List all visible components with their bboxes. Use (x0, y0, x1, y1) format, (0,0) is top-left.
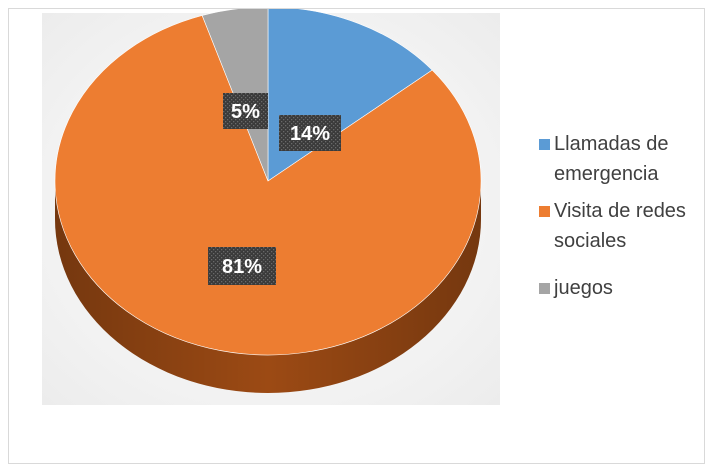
data-label-juegos: 5% (223, 93, 268, 129)
legend-swatch-juegos (539, 283, 550, 294)
pie-slice-redes (54, 15, 482, 356)
legend-item-juegos: juegos (539, 273, 704, 303)
data-label-llamadas: 14% (279, 115, 341, 151)
data-label-box-redes (208, 247, 276, 285)
data-label-text-llamadas: 14% (290, 123, 330, 145)
data-label-text-juegos: 5% (231, 101, 260, 123)
data-label-box-juegos (223, 93, 268, 129)
legend-label-juegos: juegos (554, 277, 613, 299)
legend-label-llamadas: Llamadas de emergencia (554, 133, 669, 185)
legend-swatch-redes (539, 206, 550, 217)
legend-label-redes: Visita de redes sociales (554, 200, 686, 252)
data-labels-group: 14% 81% 5% (208, 93, 341, 285)
legend-item-llamadas: Llamadas de emergencia (539, 129, 704, 189)
data-label-redes: 81% (208, 247, 276, 285)
pie-side-shade-redes (55, 181, 481, 393)
pie-side-group (55, 181, 481, 393)
legend-item-redes: Visita de redes sociales (539, 196, 704, 256)
legend-swatch-llamadas (539, 139, 550, 150)
pie-top-group (54, 9, 482, 356)
legend: Llamadas de emergencia Visita de redes s… (523, 119, 701, 337)
pie-chart: 14% 81% 5% (54, 9, 482, 393)
data-label-box-llamadas (279, 115, 341, 151)
chart-frame: 14% 81% 5% Llamadas de emergencia Visita d… (8, 8, 705, 464)
data-label-text-redes: 81% (222, 256, 262, 278)
